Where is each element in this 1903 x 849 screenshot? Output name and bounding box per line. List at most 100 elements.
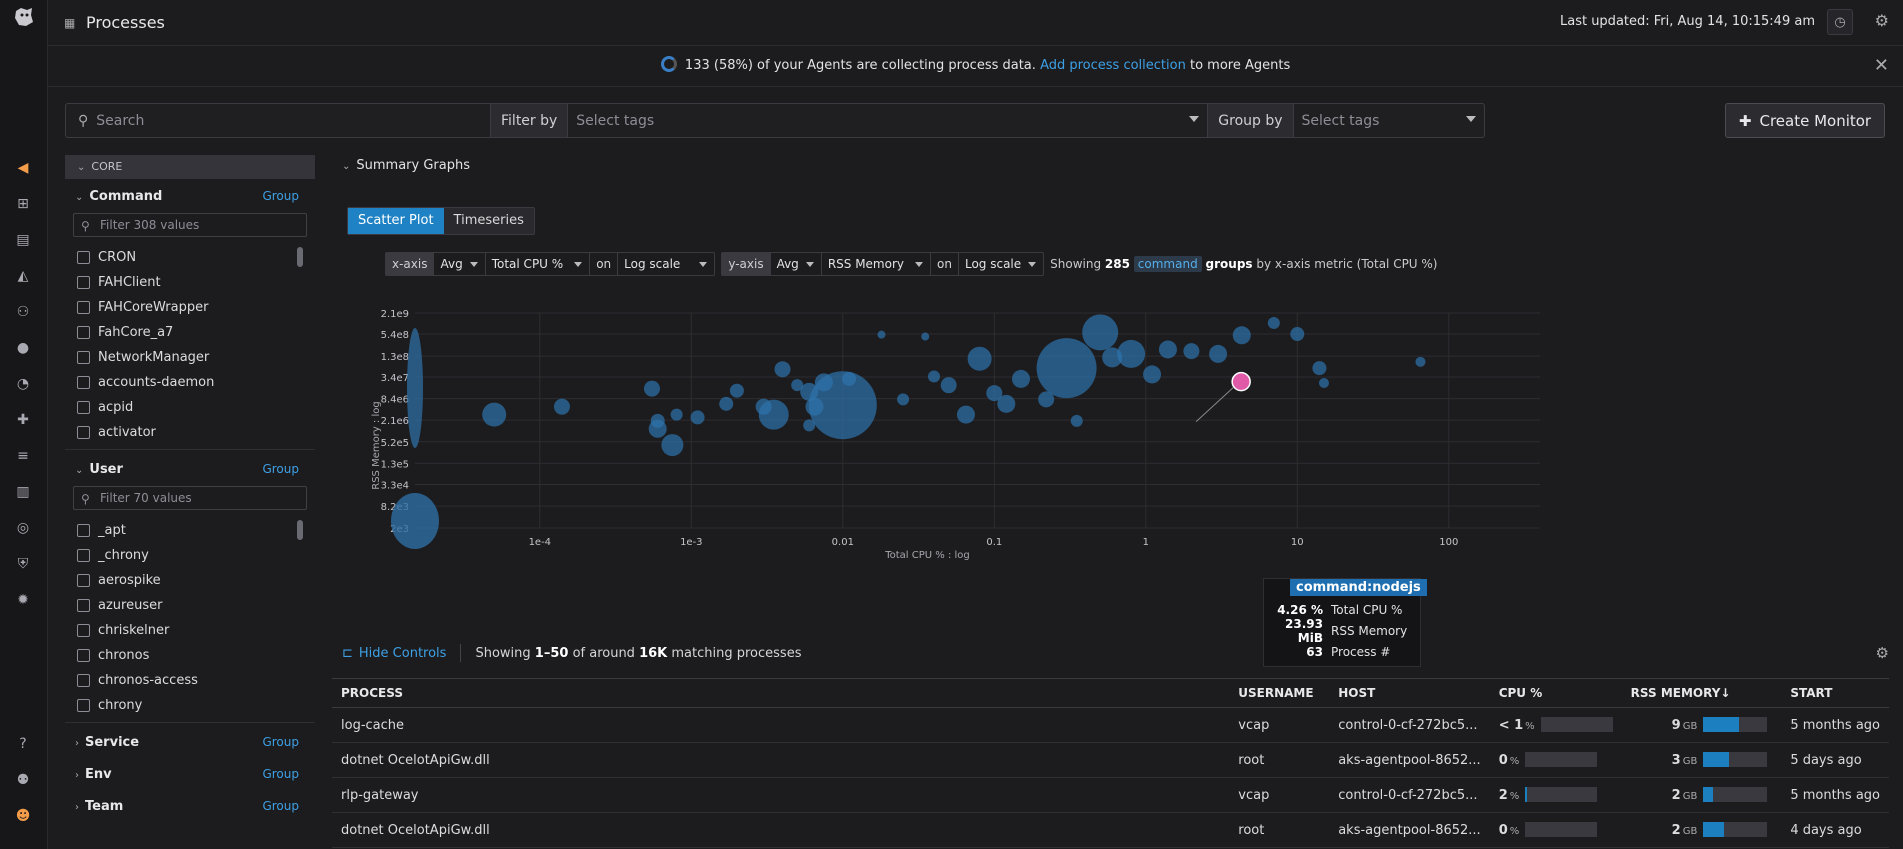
- command-facet-item[interactable]: CRON: [65, 245, 315, 270]
- user-avatar-icon[interactable]: ☻: [15, 808, 31, 824]
- user-facet-item[interactable]: _chrony: [65, 543, 315, 568]
- user-facet-item[interactable]: chronos: [65, 643, 315, 668]
- x-axis-metric-select[interactable]: Total CPU %: [486, 253, 591, 275]
- table-settings-gear-icon[interactable]: ⚙: [1875, 644, 1889, 662]
- scatter-point[interactable]: [1209, 344, 1228, 363]
- scatter-point[interactable]: [1318, 378, 1329, 389]
- scatter-point[interactable]: [877, 330, 886, 339]
- help-icon[interactable]: ?: [19, 736, 27, 752]
- user-facet-item[interactable]: chronos-access: [65, 668, 315, 693]
- x-axis-agg-select[interactable]: Avg: [434, 253, 486, 275]
- user-group-link[interactable]: Group: [262, 462, 299, 476]
- scatter-point[interactable]: [1070, 414, 1083, 427]
- create-monitor-button[interactable]: ✚ Create Monitor: [1725, 103, 1885, 138]
- scatter-point[interactable]: [986, 385, 1003, 402]
- scatter-point[interactable]: [1232, 326, 1251, 345]
- tab-scatter-plot[interactable]: Scatter Plot: [348, 208, 444, 234]
- user-facet-item[interactable]: _apt: [65, 518, 315, 543]
- scatter-point[interactable]: [729, 383, 744, 398]
- facet-service-header[interactable]: › Service Group: [75, 734, 299, 750]
- checkbox[interactable]: [77, 674, 90, 687]
- checkbox[interactable]: [77, 649, 90, 662]
- checkbox[interactable]: [77, 549, 90, 562]
- time-clock-button[interactable]: ◷: [1827, 9, 1853, 35]
- security-shield-icon[interactable]: ⛨: [17, 556, 29, 572]
- checkbox[interactable]: [77, 401, 90, 414]
- search-input[interactable]: ⚲ Search: [66, 104, 491, 137]
- datadog-logo-icon[interactable]: [12, 5, 36, 29]
- col-host[interactable]: HOST: [1329, 678, 1490, 708]
- user-facet-item[interactable]: chrony: [65, 693, 315, 718]
- table-row[interactable]: dotnet OcelotApiGw.dll root aks-agentpool-…: [332, 812, 1889, 848]
- user-facet-item[interactable]: chriskelner: [65, 618, 315, 643]
- command-facet-item[interactable]: FahCore_a7: [65, 320, 315, 345]
- table-row[interactable]: log-cache vcap control-0-cf-272bc5... < 1% 9…: [332, 707, 1889, 743]
- command-facet-item[interactable]: acpid: [65, 395, 315, 420]
- team-group-link[interactable]: Group: [262, 799, 299, 813]
- scatter-point[interactable]: [956, 405, 975, 424]
- scatter-point[interactable]: [1082, 314, 1119, 351]
- checkbox[interactable]: [77, 426, 90, 439]
- col-cpu[interactable]: CPU %: [1489, 678, 1622, 708]
- host[interactable]: control-0-cf-272bc5...: [1329, 707, 1490, 743]
- team-icon[interactable]: ⚉: [16, 772, 30, 788]
- scatter-plot-svg[interactable]: 1e-4 1e-3 0.01 0.1 1 10 100 2.1e9 5.4e8 1.3e8 3.4e…: [370, 303, 1580, 561]
- scatter-point[interactable]: [967, 346, 992, 371]
- scatter-point[interactable]: [842, 371, 857, 386]
- facet-env-header[interactable]: › Env Group: [75, 766, 299, 782]
- puzzle-icon[interactable]: ✚: [17, 412, 29, 428]
- command-facet-item[interactable]: FAHCoreWrapper: [65, 295, 315, 320]
- scatter-point[interactable]: [997, 394, 1016, 413]
- scatter-point[interactable]: [690, 410, 705, 425]
- checkbox[interactable]: [77, 326, 90, 339]
- tab-timeseries[interactable]: Timeseries: [443, 208, 534, 234]
- settings-sun-icon[interactable]: ✹: [17, 592, 29, 608]
- command-facet-item[interactable]: NetworkManager: [65, 345, 315, 370]
- table-row[interactable]: dotnet OcelotApiGw.dll root aks-agentpool-…: [332, 742, 1889, 778]
- col-process[interactable]: PROCESS: [332, 678, 1230, 708]
- scatter-point[interactable]: [1011, 369, 1030, 388]
- user-filter-input[interactable]: ⚲ Filter 70 values: [73, 486, 307, 510]
- scatter-point[interactable]: [774, 361, 791, 378]
- area-chart-icon[interactable]: ◭: [17, 268, 29, 284]
- scatter-point[interactable]: [791, 379, 804, 392]
- scatter-point[interactable]: [928, 370, 941, 383]
- service-group-link[interactable]: Group: [262, 735, 299, 749]
- scatter-point-highlighted[interactable]: [1231, 371, 1251, 392]
- checkbox[interactable]: [77, 624, 90, 637]
- infrastructure-icon[interactable]: ⚇: [16, 304, 30, 320]
- scatter-point[interactable]: [758, 399, 789, 430]
- scatter-point[interactable]: [1117, 339, 1146, 368]
- checkbox[interactable]: [77, 351, 90, 364]
- scatter-point[interactable]: [1036, 338, 1097, 399]
- checkbox[interactable]: [77, 251, 90, 264]
- command-facet-item[interactable]: FAHClient: [65, 270, 315, 295]
- scatter-point[interactable]: [553, 398, 570, 415]
- gauge-icon[interactable]: ◔: [16, 376, 30, 392]
- command-facet-item[interactable]: accounts-daemon: [65, 370, 315, 395]
- checkbox[interactable]: [77, 301, 90, 314]
- scatter-point[interactable]: [1038, 391, 1055, 408]
- facet-team-header[interactable]: › Team Group: [75, 798, 299, 814]
- summary-graphs-header[interactable]: ⌄ Summary Graphs: [342, 158, 470, 173]
- megaphone-icon[interactable]: ◀: [17, 160, 29, 176]
- add-process-collection-link[interactable]: Add process collection: [1040, 58, 1186, 73]
- notebook-icon[interactable]: ▥: [16, 484, 30, 500]
- checkbox[interactable]: [77, 699, 90, 712]
- command-facet-item[interactable]: activator: [65, 420, 315, 445]
- scatter-point[interactable]: [719, 396, 734, 411]
- scatter-point[interactable]: [1415, 356, 1426, 367]
- scrollbar-thumb[interactable]: [297, 520, 303, 540]
- close-banner-icon[interactable]: ✕: [1873, 55, 1889, 76]
- x-axis-scale-select[interactable]: Log scale: [618, 253, 714, 275]
- scatter-point[interactable]: [921, 332, 930, 341]
- scatter-point[interactable]: [643, 380, 660, 397]
- dashboard-icon[interactable]: ▤: [16, 232, 30, 248]
- host[interactable]: control-0-cf-272bc5...: [1329, 777, 1490, 813]
- scatter-point[interactable]: [1267, 317, 1280, 330]
- scatter-plot[interactable]: 1e-4 1e-3 0.01 0.1 1 10 100 2.1e9 5.4e8 1.3e8 3.4e…: [370, 303, 1580, 561]
- scatter-point[interactable]: [482, 402, 507, 427]
- logs-icon[interactable]: ≡: [17, 448, 29, 464]
- checkbox[interactable]: [77, 276, 90, 289]
- group-tags-select[interactable]: Select tags: [1294, 104, 1484, 137]
